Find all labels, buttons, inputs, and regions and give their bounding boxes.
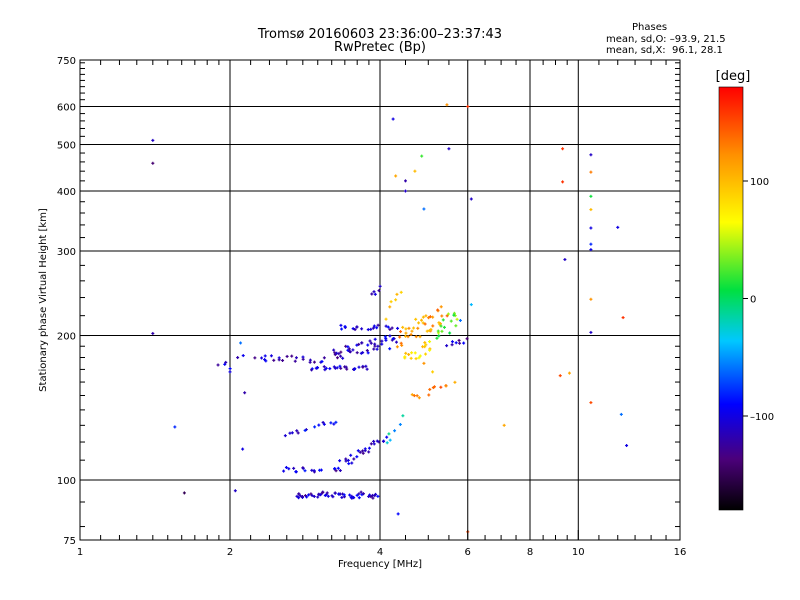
grid-lines: [80, 60, 680, 540]
phase-colorbar: [718, 86, 744, 511]
y-tick-label: 100: [57, 476, 76, 487]
y-tick-label: 200: [57, 332, 76, 343]
x-tick-label: 6: [465, 547, 471, 558]
x-tick-label: 1: [77, 547, 83, 558]
colorbar-tick-label: 0: [750, 295, 756, 306]
axis-ticks: 1 2 4 6 8 10 16 75 100 200 300 400 500 600 750: [57, 56, 686, 558]
colorbar-tick-label: 100: [750, 177, 769, 188]
chart-title: Tromsø 20160603 23:36:00–23:37:43: [257, 27, 503, 42]
y-tick-label: 750: [57, 56, 76, 67]
y-tick-label: 75: [63, 536, 76, 547]
x-tick-label: 4: [377, 547, 383, 558]
colorbar-ticks: 100 0 –100: [743, 177, 774, 423]
y-tick-label: 500: [57, 141, 76, 152]
phase-stats-heading: Phases: [632, 22, 668, 33]
x-tick-label: 2: [227, 547, 233, 558]
y-tick-label: 300: [57, 247, 76, 258]
x-tick-label: 10: [572, 547, 585, 558]
y-tick-label: 600: [57, 103, 76, 114]
phase-stats-x-mode: mean, sd,X: 96.1, 28.1: [606, 45, 723, 56]
y-axis-label: Stationary phase Virtual Height [km]: [38, 208, 49, 392]
colorbar-unit-label: [deg]: [716, 69, 751, 84]
x-tick-label: 8: [527, 547, 533, 558]
scatter-points: [151, 103, 629, 534]
y-tick-label: 400: [57, 187, 76, 198]
phase-stats-o-mode: mean, sd,O: –93.9, 21.5: [606, 34, 726, 45]
chart-subtitle: RwPretec (Bp): [333, 40, 427, 55]
x-axis-label: Frequency [MHz]: [338, 559, 422, 570]
x-tick-label: 16: [674, 547, 687, 558]
colorbar-tick-label: –100: [750, 412, 774, 423]
